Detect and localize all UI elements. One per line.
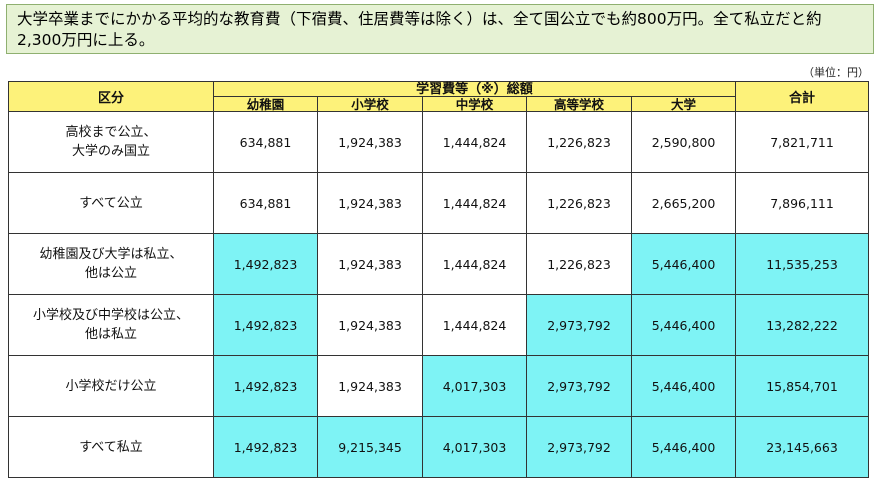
cost-cell: 1,924,383: [317, 294, 423, 356]
row-category: 小学校だけ公立: [8, 355, 214, 417]
column-header: 高等学校: [526, 96, 632, 112]
table-row: 小学校及び中学校は公立、 他は私立 1,492,823 1,924,383 1,444,…: [8, 294, 869, 356]
cost-cell: 2,590,800: [631, 111, 736, 173]
cost-cell: 1,492,823: [213, 355, 318, 417]
table-row: 幼稚園及び大学は私立、 他は公立 1,492,823 1,924,383 1,444,8…: [8, 233, 869, 295]
cost-cell: 4,017,303: [422, 355, 527, 417]
cost-cell: 1,444,824: [422, 111, 527, 173]
table-body: 高校まで公立、 大学のみ国立 634,881 1,924,383 1,444,824 1,…: [8, 111, 869, 478]
row-category-line: 小学校だけ公立: [65, 378, 157, 394]
row-category: 高校まで公立、 大学のみ国立: [8, 111, 214, 173]
column-header: 大学: [631, 96, 736, 112]
headline-callout: 大学卒業までにかかる平均的な教育費（下宿費、住居費等は除く）は、全て国公立でも約…: [6, 4, 874, 54]
table-row: 高校まで公立、 大学のみ国立 634,881 1,924,383 1,444,824 1,…: [8, 111, 869, 173]
cost-cell: 1,444,824: [422, 172, 527, 234]
row-category-line: 他は公立: [84, 266, 137, 281]
cost-cell: 1,924,383: [317, 111, 423, 173]
row-category-line: 他は私立: [84, 327, 137, 342]
table-row: すべて公立 634,881 1,924,383 1,444,824 1,226,823 2…: [8, 172, 869, 234]
row-category-line: すべて私立: [79, 439, 143, 455]
cost-cell: 2,973,792: [526, 416, 632, 478]
total-cell: 11,535,253: [735, 233, 869, 295]
row-category-line: 高校まで公立、: [65, 125, 157, 140]
total-cell: 15,854,701: [735, 355, 869, 417]
column-header: 幼稚園: [213, 96, 318, 112]
cost-cell: 1,492,823: [213, 233, 318, 295]
cost-cell: 1,226,823: [526, 233, 632, 295]
cost-cell: 1,924,383: [317, 233, 423, 295]
cost-cell: 1,444,824: [422, 294, 527, 356]
table-row: すべて私立 1,492,823 9,215,345 4,017,303 2,973,79…: [8, 416, 869, 478]
cost-cell: 5,446,400: [631, 416, 736, 478]
header-category: 区分: [8, 81, 214, 112]
cost-cell: 5,446,400: [631, 294, 736, 356]
row-category-line: すべて公立: [79, 195, 143, 211]
cost-cell: 4,017,303: [422, 416, 527, 478]
row-category-line: 小学校及び中学校は公立、: [32, 308, 189, 323]
cost-cell: 1,924,383: [317, 172, 423, 234]
column-header: 中学校: [422, 96, 527, 112]
row-category-line: 幼稚園及び大学は私立、: [39, 247, 183, 262]
cost-cell: 5,446,400: [631, 355, 736, 417]
total-cell: 13,282,222: [735, 294, 869, 356]
cost-cell: 634,881: [213, 172, 318, 234]
cost-cell: 5,446,400: [631, 233, 736, 295]
row-category: すべて公立: [8, 172, 214, 234]
row-category-line: 大学のみ国立: [71, 144, 150, 159]
cost-cell: 9,215,345: [317, 416, 423, 478]
row-category: すべて私立: [8, 416, 214, 478]
total-cell: 7,896,111: [735, 172, 869, 234]
table-row: 小学校だけ公立 1,492,823 1,924,383 4,017,303 2,973,…: [8, 355, 869, 417]
cost-cell: 1,492,823: [213, 416, 318, 478]
cost-cell: 1,444,824: [422, 233, 527, 295]
education-cost-table: 区分 学習費等（※）総額 合計 幼稚園 小学校 中学校 高等学校 大学 高校まで…: [8, 81, 869, 478]
header-group: 学習費等（※）総額: [213, 81, 736, 97]
column-header: 小学校: [317, 96, 423, 112]
unit-note: （単位：円）: [803, 66, 869, 79]
header-total: 合計: [735, 81, 869, 112]
row-category: 小学校及び中学校は公立、 他は私立: [8, 294, 214, 356]
total-cell: 23,145,663: [735, 416, 869, 478]
headline-text: 大学卒業までにかかる平均的な教育費（下宿費、住居費等は除く）は、全て国公立でも約…: [17, 10, 822, 49]
cost-cell: 2,973,792: [526, 294, 632, 356]
cost-cell: 1,924,383: [317, 355, 423, 417]
cost-cell: 634,881: [213, 111, 318, 173]
cost-cell: 1,226,823: [526, 111, 632, 173]
total-cell: 7,821,711: [735, 111, 869, 173]
cost-cell: 2,665,200: [631, 172, 736, 234]
cost-cell: 1,492,823: [213, 294, 318, 356]
cost-cell: 1,226,823: [526, 172, 632, 234]
row-category: 幼稚園及び大学は私立、 他は公立: [8, 233, 214, 295]
cost-cell: 2,973,792: [526, 355, 632, 417]
